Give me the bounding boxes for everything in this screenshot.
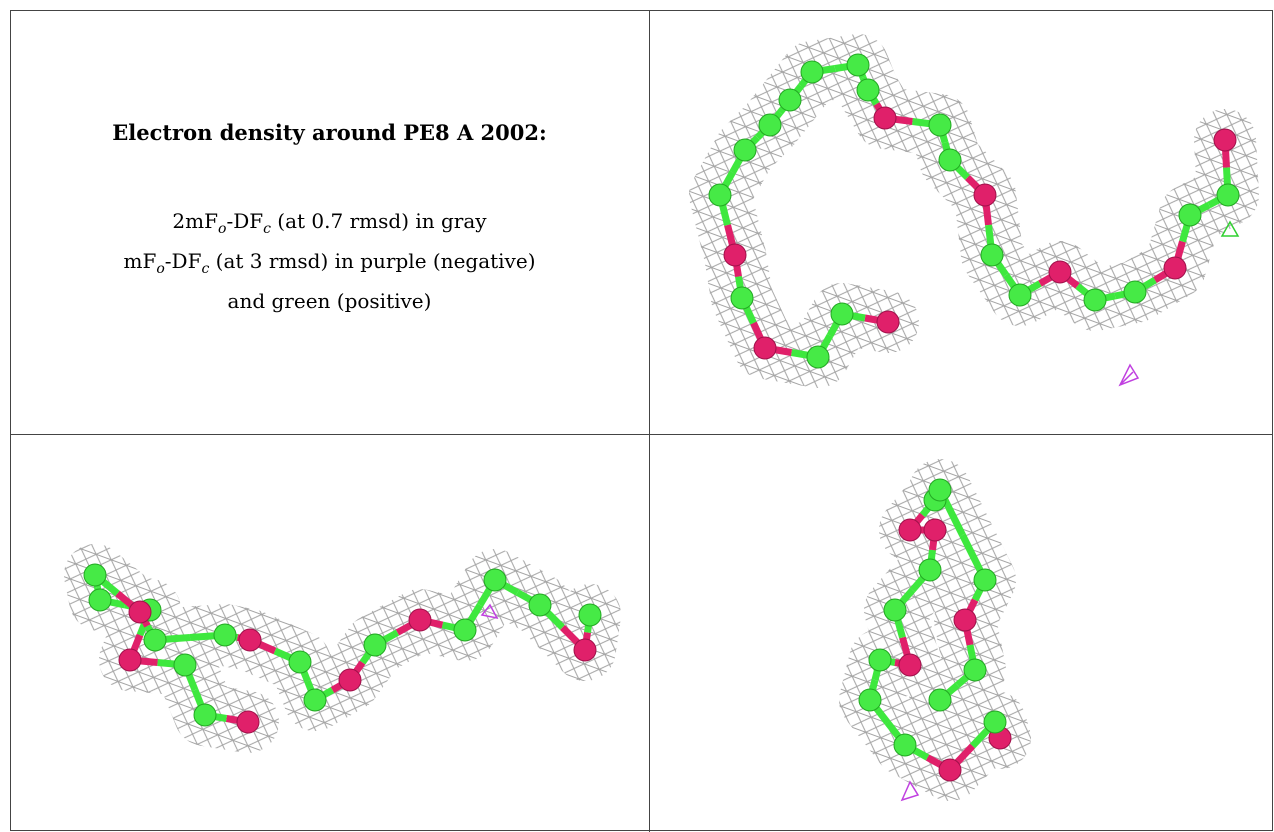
atom xyxy=(801,61,823,83)
atom xyxy=(174,654,196,676)
atom xyxy=(289,651,311,673)
atom xyxy=(981,244,1003,266)
atom xyxy=(807,346,829,368)
atom xyxy=(119,649,141,671)
atom xyxy=(831,303,853,325)
atom xyxy=(929,114,951,136)
atom xyxy=(874,107,896,129)
molecule-views xyxy=(84,54,1239,800)
atom xyxy=(884,599,906,621)
atom xyxy=(779,89,801,111)
atom xyxy=(579,604,601,626)
atom xyxy=(529,594,551,616)
page: {"title": "Electron density around PE8 A… xyxy=(0,0,1274,832)
caption-text: -DF xyxy=(165,249,202,273)
atom xyxy=(709,184,731,206)
caption-line: and green (positive) xyxy=(10,285,649,317)
panel-title: Electron density around PE8 A 2002: xyxy=(10,120,649,145)
atom xyxy=(754,337,776,359)
atom xyxy=(454,619,476,641)
caption-text: (at 0.7 rmsd) in gray xyxy=(271,209,487,233)
atom xyxy=(929,689,951,711)
atom xyxy=(734,139,756,161)
atom xyxy=(1009,284,1031,306)
atom xyxy=(859,689,881,711)
atom xyxy=(877,311,899,333)
subscript: o xyxy=(156,261,164,277)
atom xyxy=(1217,184,1239,206)
atom xyxy=(364,634,386,656)
atom xyxy=(939,149,961,171)
atom xyxy=(1164,257,1186,279)
atom xyxy=(304,689,326,711)
caption-text: mF xyxy=(124,249,157,273)
atom xyxy=(984,711,1006,733)
atom xyxy=(574,639,596,661)
atom xyxy=(339,669,361,691)
atom xyxy=(239,629,261,651)
atom xyxy=(731,287,753,309)
atom xyxy=(939,759,961,781)
atom xyxy=(954,609,976,631)
atom xyxy=(894,734,916,756)
atom xyxy=(1179,204,1201,226)
atom xyxy=(237,711,259,733)
atom xyxy=(144,629,166,651)
atom xyxy=(1124,281,1146,303)
atom xyxy=(974,569,996,591)
subscript: c xyxy=(263,221,271,237)
atom xyxy=(84,564,106,586)
atom xyxy=(194,704,216,726)
atom xyxy=(129,601,151,623)
atom xyxy=(214,624,236,646)
atom xyxy=(924,519,946,541)
atom xyxy=(89,589,111,611)
atom xyxy=(919,559,941,581)
atom xyxy=(899,519,921,541)
atom xyxy=(759,114,781,136)
atom xyxy=(847,54,869,76)
density-mesh xyxy=(95,575,590,722)
atom xyxy=(1214,129,1236,151)
negative-density xyxy=(1120,365,1138,385)
atom xyxy=(857,79,879,101)
caption-text: -DF xyxy=(226,209,263,233)
caption-text: 2mF xyxy=(172,209,218,233)
atom xyxy=(899,654,921,676)
atom xyxy=(409,609,431,631)
atom xyxy=(974,184,996,206)
caption-line: 2mFo-DFc (at 0.7 rmsd) in gray xyxy=(10,205,649,245)
caption-line: mFo-DFc (at 3 rmsd) in purple (negative) xyxy=(10,245,649,285)
atom xyxy=(1084,289,1106,311)
caption-text: (at 3 rmsd) in purple (negative) xyxy=(209,249,535,273)
atom xyxy=(724,244,746,266)
atom xyxy=(484,569,506,591)
caption-text: and green (positive) xyxy=(228,289,432,313)
atom xyxy=(869,649,891,671)
atom xyxy=(964,659,986,681)
atom xyxy=(1049,261,1071,283)
atom xyxy=(929,479,951,501)
